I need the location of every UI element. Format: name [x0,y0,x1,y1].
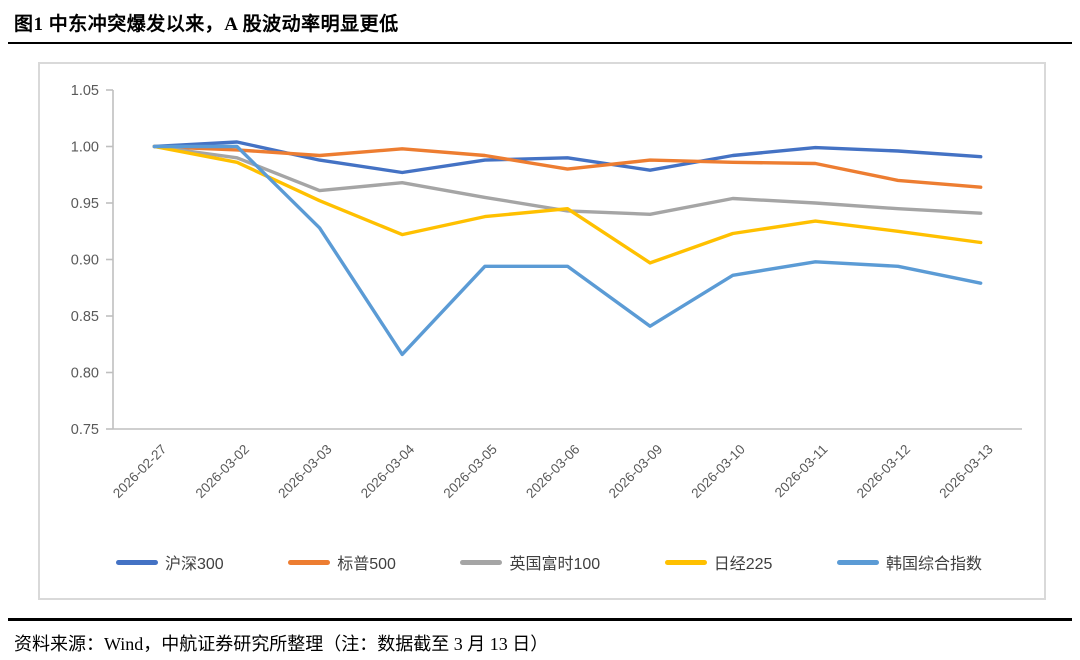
x-tick-label: 2026-03-11 [772,442,831,501]
y-tick-label: 0.80 [71,366,99,382]
x-tick-label: 2026-03-10 [688,442,747,501]
x-tick-label: 2026-03-03 [275,442,334,501]
legend-label: 韩国综合指数 [885,556,982,573]
y-tick-label: 1.05 [71,83,99,99]
series-line-英国富时100 [152,144,983,217]
y-tick-label: 0.90 [71,253,99,269]
line-chart: 1.05 1.00 0.95 0.90 0.85 0.80 0.75 2026-02-27 20… [71,83,1022,501]
x-tick-label: 2026-03-09 [606,442,665,501]
legend-label: 英国富时100 [509,556,601,573]
x-tick-label: 2026-03-04 [358,441,418,501]
series-line-标普500 [152,144,983,189]
title-divider: 图1 中东冲突爆发以来，A 股波动率明显更低 [8,0,1072,44]
x-tick-label: 2026-03-12 [854,442,913,501]
legend-marker-line [836,559,879,565]
series-line-韩国综合指数 [152,144,983,357]
footer-divider [8,618,1072,621]
legend-item: 标普500 [288,550,396,574]
legend-label: 沪深300 [165,556,224,573]
legend-marker-line [288,559,331,565]
series-line-日经225 [152,144,983,265]
legend-marker-line [460,559,503,565]
x-tick-label: 2026-03-05 [441,442,500,501]
chart-legend: 沪深300 标普500 英国富时100 日经225 韩国综合指数 [40,550,1044,574]
source-note: 资料来源：Wind，中航证券研究所整理（注：数据截至 3 月 13 日） [14,634,549,654]
legend-item: 韩国综合指数 [836,550,982,574]
legend-label: 日经225 [713,556,773,573]
x-tick-label: 2026-03-06 [523,442,582,501]
legend-marker-line [116,559,158,565]
y-tick-label: 0.75 [71,422,99,438]
x-tick-label: 2026-02-27 [110,442,169,501]
figure-title: 图1 中东冲突爆发以来，A 股波动率明显更低 [14,14,399,35]
chart-panel: 1.05 1.00 0.95 0.90 0.85 0.80 0.75 2026-02-27 20… [38,62,1046,600]
legend-marker-line [664,559,707,565]
y-tick-label: 0.85 [71,309,99,325]
x-tick-label: 2026-03-13 [936,442,995,501]
legend-label: 标普500 [337,556,396,573]
y-tick-label: 0.95 [71,196,99,212]
x-tick-label: 2026-03-02 [193,442,252,501]
y-tick-label: 1.00 [71,140,99,156]
legend-item: 沪深300 [116,550,224,574]
legend-item: 日经225 [664,550,773,574]
legend-item: 英国富时100 [460,550,600,574]
